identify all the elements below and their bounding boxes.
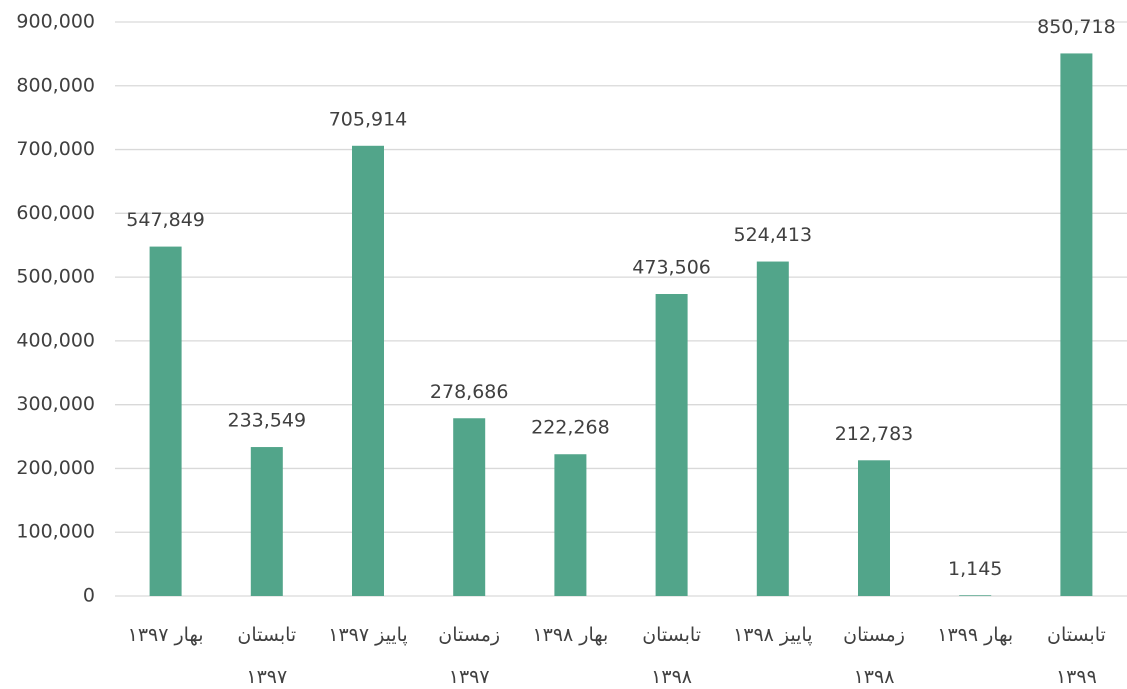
value-label: 473,506	[632, 257, 711, 279]
value-label: 705,914	[329, 108, 408, 130]
bar	[858, 460, 890, 596]
value-label: 212,783	[835, 423, 914, 445]
x-tick-label: پاییز ۱۳۹۸	[733, 624, 813, 646]
value-label: 547,849	[126, 209, 205, 231]
value-label: 850,718	[1037, 16, 1116, 38]
bar	[756, 261, 789, 596]
y-tick-label: 0	[83, 585, 95, 607]
y-tick-label: 300,000	[16, 393, 95, 415]
bar	[1060, 53, 1093, 596]
y-tick-label: 400,000	[16, 329, 95, 351]
y-tick-label: 200,000	[16, 457, 95, 479]
x-tick-label: تابستان ۱۳۹۸	[642, 624, 701, 688]
y-tick-label: 600,000	[16, 202, 95, 224]
bar	[453, 418, 486, 596]
bar	[149, 246, 182, 596]
value-label: 1,145	[948, 558, 1002, 580]
x-tick-label: زمستان ۱۳۹۸	[843, 624, 905, 688]
bar	[554, 454, 587, 596]
x-tick-label: بهار ۱۳۹۷	[127, 624, 204, 646]
x-tick-label: بهار ۱۳۹۸	[532, 624, 609, 646]
bar	[959, 595, 992, 596]
value-label: 278,686	[430, 381, 509, 403]
x-tick-label: بهار ۱۳۹۹	[937, 624, 1014, 646]
y-tick-label: 700,000	[16, 138, 95, 160]
x-tick-label: تابستان ۱۳۹۹	[1046, 624, 1106, 688]
x-tick-label: تابستان ۱۳۹۷	[237, 624, 297, 688]
y-tick-label: 500,000	[16, 266, 95, 288]
bar	[250, 447, 283, 596]
x-tick-label: پاییز ۱۳۹۷	[328, 624, 408, 646]
y-tick-label: 800,000	[16, 74, 95, 96]
value-label: 524,413	[734, 224, 813, 246]
value-label: 222,268	[531, 417, 610, 439]
y-tick-label: 100,000	[16, 521, 95, 543]
bar	[655, 294, 688, 596]
bar	[352, 145, 384, 596]
y-tick-label: 900,000	[16, 11, 95, 33]
x-tick-label: زمستان ۱۳۹۷	[438, 624, 501, 688]
value-label: 233,549	[228, 410, 307, 432]
